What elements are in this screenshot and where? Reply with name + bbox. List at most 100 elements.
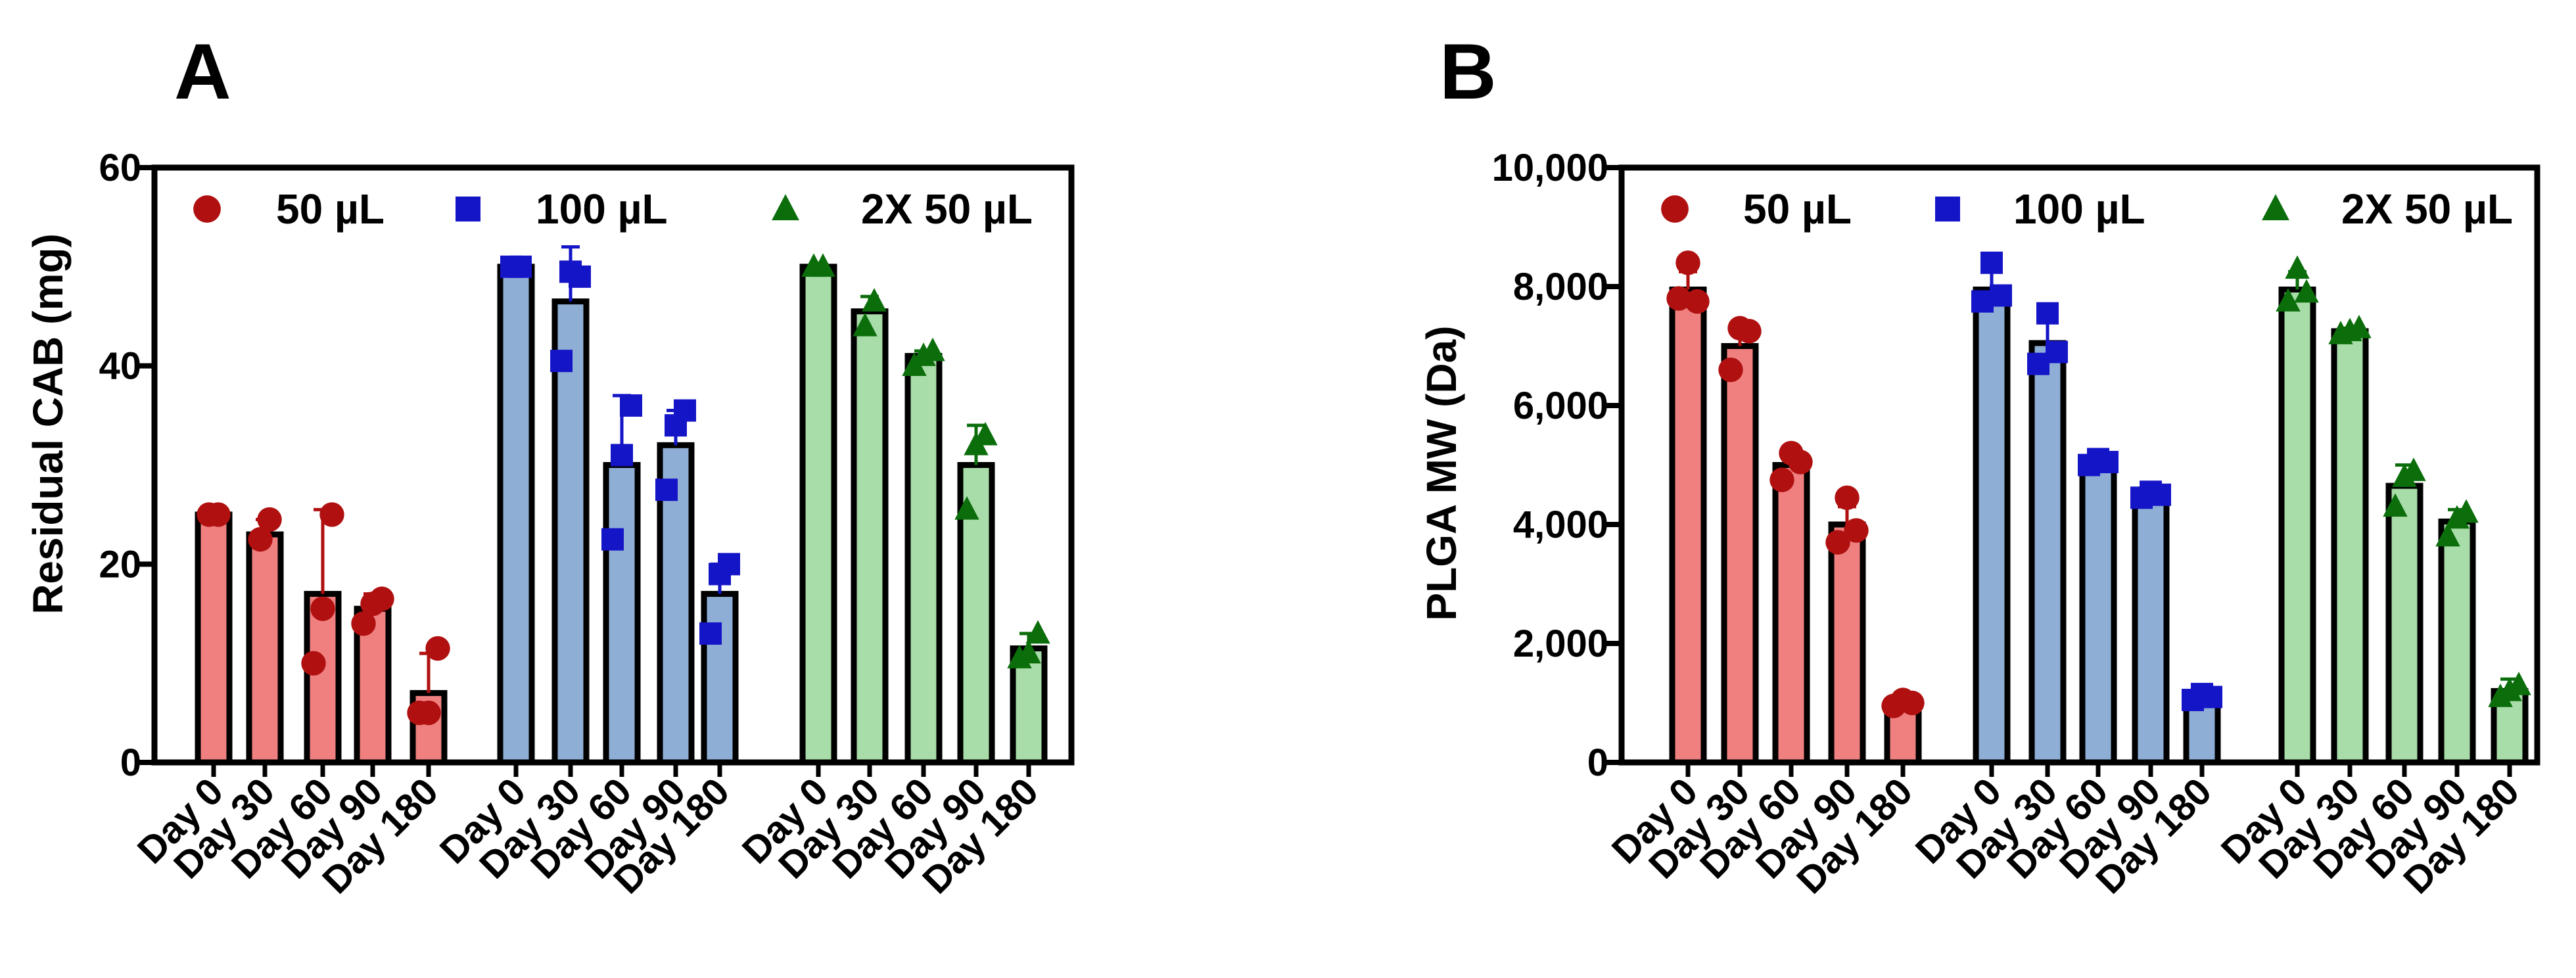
data-point: [1990, 284, 2012, 307]
bar: [1828, 521, 1866, 766]
data-point: [810, 253, 835, 277]
bar: [2079, 459, 2117, 766]
y-tick-label: 40: [99, 345, 141, 388]
legend-marker: [2262, 194, 2289, 221]
data-point: [2435, 523, 2460, 547]
y-tick-label: 20: [99, 543, 141, 586]
data-point: [206, 502, 231, 527]
data-point: [2454, 499, 2479, 523]
data-point: [310, 596, 335, 621]
bar: [2385, 482, 2424, 766]
panel-label: B: [1440, 28, 1497, 116]
data-point: [1835, 485, 1860, 510]
data-point: [2036, 302, 2059, 325]
bar: [2278, 287, 2316, 766]
data-point: [1737, 319, 1762, 344]
y-tick-label: 2,000: [1513, 622, 1608, 665]
bar: [2438, 518, 2476, 766]
data-point: [1788, 450, 1813, 475]
legend-marker: [1661, 195, 1689, 223]
bar: [497, 264, 535, 766]
data-point: [425, 636, 450, 661]
y-tick-label: 60: [99, 147, 141, 189]
legend-marker: [456, 197, 480, 221]
bar: [1973, 287, 2011, 766]
legend-label: 2X 50 µL: [861, 185, 1033, 233]
legend-label: 100 µL: [536, 185, 668, 233]
data-point: [2294, 279, 2319, 303]
data-point: [674, 399, 696, 422]
data-point: [369, 586, 394, 611]
y-tick-label: 0: [1587, 741, 1608, 784]
bar: [1772, 462, 1810, 766]
data-point: [257, 507, 282, 532]
data-point: [550, 350, 573, 373]
data-point: [1685, 289, 1710, 314]
data-point: [699, 622, 722, 645]
data-point: [2506, 671, 2531, 695]
data-point: [1980, 251, 2003, 274]
legend-label: 50 µL: [276, 185, 385, 233]
y-axis-label: PLGA MW (Da): [1418, 325, 1465, 620]
data-point: [1769, 467, 1794, 492]
data-point: [1844, 518, 1869, 543]
y-tick-label: 6,000: [1513, 384, 1608, 427]
legend-label: 100 µL: [2013, 185, 2145, 233]
data-point: [954, 496, 979, 520]
y-tick-label: 10,000: [1492, 147, 1608, 189]
bar: [851, 308, 889, 766]
data-point: [973, 421, 998, 446]
data-point: [2149, 483, 2171, 506]
data-point: [2096, 450, 2119, 473]
data-point: [1025, 620, 1050, 644]
panel-b: B PLGA MW (Da) 0 2,000 4,000 6,000 8,000 10,0…: [1418, 28, 2541, 902]
bar: [2028, 340, 2067, 766]
legend-marker: [1935, 197, 1960, 221]
data-point: [920, 337, 945, 361]
legend-marker: [772, 194, 799, 221]
y-tick-label: 8,000: [1513, 266, 1608, 308]
data-point: [601, 528, 624, 551]
bar: [246, 531, 284, 766]
y-tick-label: 0: [120, 741, 141, 784]
bar: [701, 591, 739, 766]
bar: [1721, 343, 1759, 766]
data-point: [1718, 358, 1743, 383]
data-point: [301, 651, 326, 676]
legend-marker: [193, 195, 221, 223]
data-point: [2200, 686, 2222, 709]
data-point: [1666, 286, 1691, 311]
data-point: [2276, 288, 2301, 312]
data-point: [862, 288, 887, 312]
data-point: [2401, 457, 2426, 481]
data-point: [416, 700, 441, 726]
bar: [1669, 287, 1707, 766]
legend-label: 50 µL: [1743, 185, 1852, 233]
bar: [2132, 492, 2170, 766]
bar: [195, 511, 233, 766]
y-tick-label: 4,000: [1513, 503, 1608, 546]
data-point: [569, 265, 591, 288]
data-point: [1675, 250, 1700, 275]
panel-label: A: [174, 28, 231, 116]
data-point: [2285, 255, 2310, 279]
data-point: [351, 611, 376, 636]
data-point: [509, 255, 532, 278]
bar: [603, 462, 641, 766]
data-point: [1900, 690, 1925, 716]
data-point: [611, 444, 633, 467]
data-point: [319, 502, 344, 527]
data-point: [718, 553, 740, 576]
bar: [799, 264, 837, 766]
data-point: [853, 312, 878, 337]
y-axis-label: Residual CAB (mg): [24, 233, 72, 615]
legend-label: 2X 50 µL: [2341, 185, 2513, 233]
data-point: [2347, 314, 2372, 338]
data-point: [655, 478, 678, 501]
data-point: [620, 394, 642, 417]
data-point: [1016, 640, 1041, 664]
